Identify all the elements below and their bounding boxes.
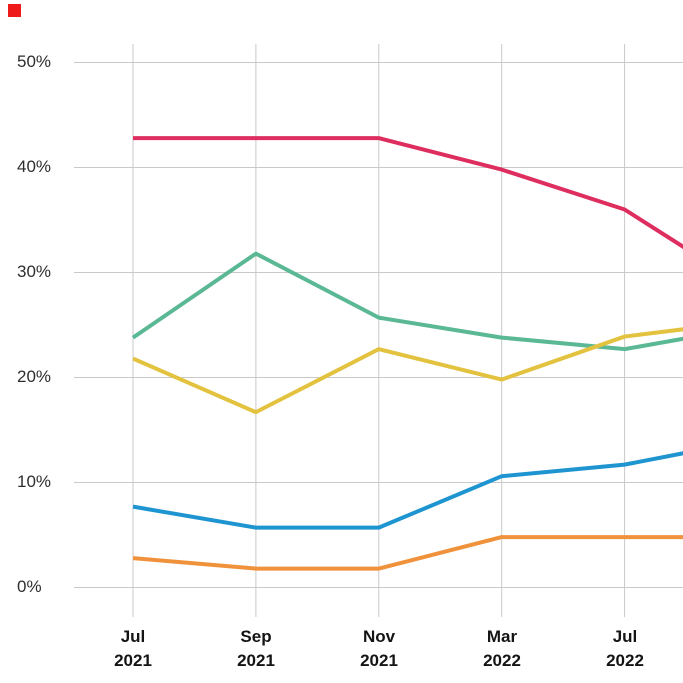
x-tick-month: Jul: [120, 627, 146, 646]
x-tick-label-mar-2022: Mar 2022: [440, 625, 564, 673]
x-tick-month: Mar: [486, 627, 518, 646]
x-tick-year: 2021: [237, 651, 275, 670]
series-lines: [131, 136, 683, 571]
series-line-green: [131, 251, 683, 352]
x-tick-label-jul-2022: Jul 2022: [563, 625, 683, 673]
series-line-orange: [132, 535, 683, 571]
y-tick-label-20: 20%: [17, 367, 52, 386]
series-line-blue: [132, 451, 683, 530]
x-tick-month: Jul: [612, 627, 638, 646]
x-tick-label-nov-2021: Nov 2021: [317, 625, 441, 673]
y-tick-label-30: 30%: [17, 262, 52, 281]
x-tick-year: 2022: [606, 651, 644, 670]
red-marker-square: [8, 4, 21, 17]
x-tick-year: 2021: [360, 651, 398, 670]
vertical-gridlines: [132, 44, 626, 617]
y-tick-label-50: 50%: [17, 52, 52, 71]
x-tick-month: Nov: [362, 627, 396, 646]
x-tick-year: 2022: [483, 651, 521, 670]
y-tick-label-40: 40%: [17, 157, 52, 176]
x-tick-label-sep-2021: Sep 2021: [194, 625, 318, 673]
x-tick-label-jul-2021: Jul 2021: [71, 625, 195, 673]
y-tick-label-10: 10%: [17, 472, 52, 491]
series-line-yellow: [132, 327, 683, 415]
x-tick-year: 2021: [114, 651, 152, 670]
x-tick-month: Sep: [240, 627, 272, 646]
series-line-crimson: [133, 136, 683, 249]
y-tick-label-0: 0%: [17, 577, 42, 596]
